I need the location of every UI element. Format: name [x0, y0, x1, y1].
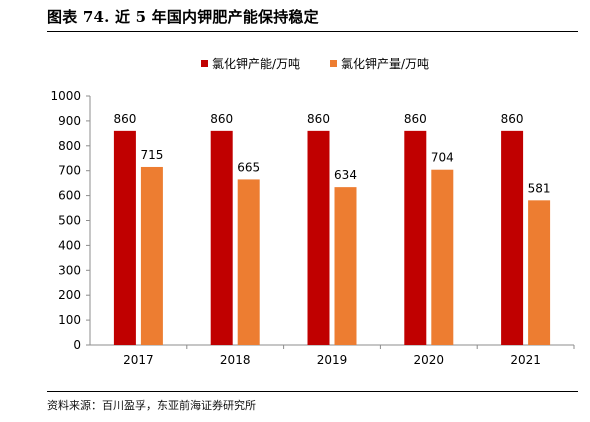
bar-capacity-2020 [404, 130, 427, 345]
source-rule [47, 391, 578, 392]
x-tick-label: 2017 [123, 353, 154, 367]
y-tick-label: 800 [58, 139, 81, 153]
x-tick-label: 2021 [510, 353, 541, 367]
data-label: 704 [431, 151, 454, 165]
legend-label: 氯化钾产能/万吨 [212, 57, 300, 71]
data-label: 860 [501, 112, 524, 126]
bar-output-2021 [528, 200, 551, 345]
bar-output-2018 [237, 179, 260, 345]
y-tick-label: 100 [58, 313, 81, 327]
x-tick-label: 2019 [317, 353, 348, 367]
data-label: 715 [140, 148, 163, 162]
data-label: 860 [210, 112, 233, 126]
y-tick-label: 900 [58, 114, 81, 128]
bar-capacity-2021 [501, 130, 524, 345]
figure-title: 图表 74. 近 5 年国内钾肥产能保持稳定 [47, 8, 319, 26]
y-tick-label: 500 [58, 214, 81, 228]
y-tick-label: 1000 [50, 89, 81, 103]
y-tick-label: 0 [73, 338, 81, 352]
y-tick-label: 200 [58, 288, 81, 302]
bar-capacity-2019 [307, 130, 330, 345]
bar-output-2020 [431, 169, 454, 345]
x-tick-label: 2018 [220, 353, 251, 367]
title-rule [47, 31, 578, 32]
y-tick-label: 600 [58, 189, 81, 203]
y-tick-label: 700 [58, 164, 81, 178]
data-label: 634 [334, 168, 357, 182]
data-label: 860 [404, 112, 427, 126]
source-note: 资料来源：百川盈孚，东亚前海证券研究所 [47, 399, 256, 412]
bar-chart: 0 100 200 300 400 500 600 700 800 900 1000 860 715 20… [50, 57, 575, 367]
x-tick-label: 2020 [414, 353, 445, 367]
bar-capacity-2018 [210, 130, 233, 345]
y-tick-label: 400 [58, 238, 81, 252]
bar-capacity-2017 [113, 130, 136, 345]
y-tick-label: 300 [58, 263, 81, 277]
legend-swatch [330, 60, 337, 67]
bar-output-2019 [334, 187, 357, 345]
legend-label: 氯化钾产量/万吨 [341, 57, 429, 71]
data-label: 581 [528, 181, 551, 195]
legend-swatch [201, 60, 208, 67]
data-label: 665 [237, 160, 260, 174]
bar-output-2017 [140, 166, 163, 345]
data-label: 860 [113, 112, 136, 126]
data-label: 860 [307, 112, 330, 126]
